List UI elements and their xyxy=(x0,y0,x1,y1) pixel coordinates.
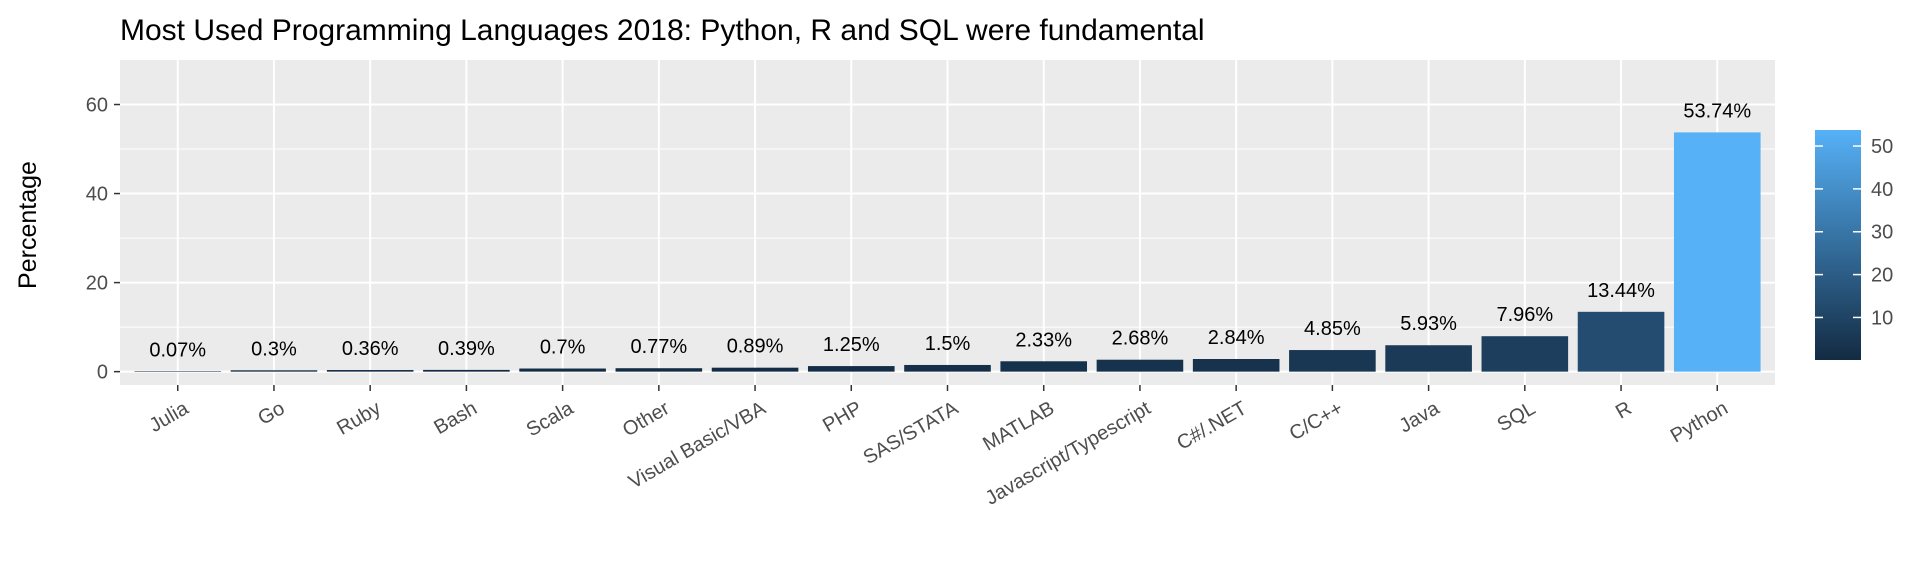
x-tick-label: Ruby xyxy=(333,397,384,439)
y-tick-label: 0 xyxy=(97,362,108,384)
data-label: 2.84% xyxy=(1208,327,1265,349)
bar xyxy=(1000,361,1088,372)
data-label: 53.74% xyxy=(1683,100,1751,122)
bars xyxy=(134,132,1761,372)
legend-tick-label: 10 xyxy=(1871,307,1893,329)
x-tick-label: SQL xyxy=(1494,397,1540,436)
bar xyxy=(711,367,799,372)
data-label: 0.39% xyxy=(438,338,495,360)
x-tick-label: Bash xyxy=(430,397,480,439)
data-label: 0.3% xyxy=(251,338,297,360)
y-tick-label: 60 xyxy=(86,95,108,117)
x-tick-label: Scala xyxy=(523,397,578,442)
x-tick-label: Go xyxy=(254,397,288,429)
bar xyxy=(1192,359,1280,372)
bar xyxy=(1481,336,1569,372)
data-label: 0.77% xyxy=(630,336,687,358)
bar xyxy=(904,364,991,372)
x-tick-label: Python xyxy=(1667,397,1732,447)
color-legend: 10 20 30 40 50 xyxy=(1815,130,1893,360)
bar xyxy=(807,366,895,372)
bar xyxy=(134,371,222,372)
x-tick-label: PHP xyxy=(819,397,866,437)
bar xyxy=(1385,345,1472,372)
data-label: 0.07% xyxy=(149,339,206,361)
data-label: 4.85% xyxy=(1304,318,1361,340)
bar xyxy=(519,368,606,372)
legend-tick-label: 50 xyxy=(1871,136,1893,158)
bar xyxy=(423,369,510,372)
data-label: 2.33% xyxy=(1015,329,1072,351)
data-label: 7.96% xyxy=(1496,304,1553,326)
y-axis-title: Percentage xyxy=(14,161,42,289)
data-label: 1.25% xyxy=(823,334,880,356)
data-label: 13.44% xyxy=(1587,280,1655,302)
x-tick-label: Other xyxy=(619,397,674,441)
chart-title: Most Used Programming Languages 2018: Py… xyxy=(120,14,1205,47)
bar xyxy=(1673,132,1761,372)
x-tick-label: Java xyxy=(1396,397,1444,438)
x-tick-label: Julia xyxy=(146,397,193,437)
data-label: 0.7% xyxy=(540,337,586,359)
y-tick-label: 20 xyxy=(86,273,108,295)
data-labels: 0.07% 0.3% 0.36% 0.39% 0.7% 0.77% 0.89% 1.25% 1.… xyxy=(149,100,1751,361)
bar xyxy=(230,370,318,372)
x-tick-label: SAS/STATA xyxy=(860,397,963,469)
bar xyxy=(615,368,703,372)
legend-tick-label: 20 xyxy=(1871,265,1893,287)
bar xyxy=(326,370,414,372)
legend-tick-label: 40 xyxy=(1871,179,1893,201)
x-tick-label: C#/.NET xyxy=(1173,397,1250,454)
y-axis: 0 20 40 60 xyxy=(86,95,120,384)
bar xyxy=(1577,311,1665,372)
data-label: 1.5% xyxy=(925,333,971,355)
legend-tick-label: 30 xyxy=(1871,222,1893,244)
data-label: 5.93% xyxy=(1400,313,1457,335)
data-label: 2.68% xyxy=(1112,328,1169,350)
data-label: 0.36% xyxy=(342,338,399,360)
x-tick-label: Javascript/Typescript xyxy=(982,397,1155,510)
bar xyxy=(1096,359,1184,372)
x-tick-label: R xyxy=(1612,397,1636,423)
x-tick-label: C/C++ xyxy=(1286,397,1347,445)
legend-ticks: 10 20 30 40 50 xyxy=(1815,136,1893,329)
data-label: 0.89% xyxy=(727,336,784,358)
gridlines xyxy=(120,60,1775,385)
x-tick-label: MATLAB xyxy=(979,397,1058,455)
legend-colorbar xyxy=(1815,130,1861,360)
y-tick-label: 40 xyxy=(86,184,108,206)
bar xyxy=(1289,350,1376,372)
